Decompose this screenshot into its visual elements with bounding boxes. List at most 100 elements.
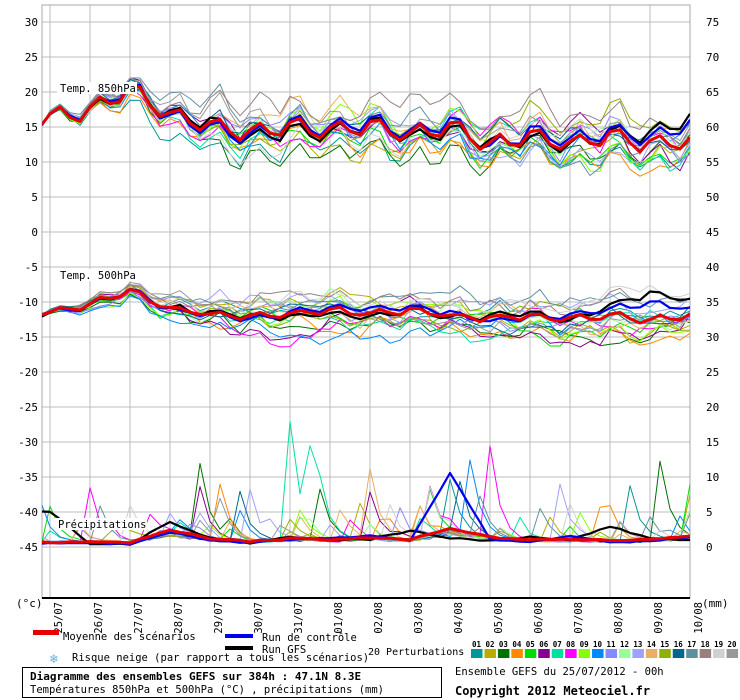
- diagram-title: Diagramme des ensembles GEFS sur 384h : …: [30, 670, 362, 683]
- y-axis-tick-label-left: 20: [25, 86, 38, 99]
- legend-mean-label: Moyenne des scénarios: [63, 631, 196, 643]
- perturbation-number: 14: [647, 640, 657, 649]
- perturbation-color-swatch: [578, 649, 591, 658]
- panel-label-t850: Temp. 850hPa: [60, 83, 136, 95]
- ensemble-member-line: [42, 445, 690, 544]
- perturbation-color-swatch: [618, 649, 631, 658]
- perturbation-number: 05: [526, 640, 535, 649]
- panel-label-t500: Temp. 500hPa: [60, 270, 136, 282]
- legend-control-swatch: [225, 634, 253, 638]
- perturbation-color-swatch: [592, 649, 604, 658]
- panel-label-bg: [55, 518, 147, 530]
- perturbation-number: 12: [620, 640, 629, 649]
- y-axis-tick-label-left: -15: [18, 331, 38, 344]
- ensemble-member-line: [42, 293, 690, 347]
- panel-t500: [42, 282, 690, 348]
- panel-label-bg: [57, 269, 137, 281]
- panel-label-precip: Précipitations: [58, 519, 147, 531]
- y-axis-tick-label-left: 0: [31, 226, 38, 239]
- y-axis-tick-label-right: 75: [706, 16, 719, 29]
- perturbation-color-swatch: [713, 649, 725, 658]
- perturbation-number: 04: [512, 640, 522, 649]
- y-axis-tick-label-right: 10: [706, 471, 719, 484]
- y-axis-tick-label-right: 45: [706, 226, 719, 239]
- y-axis-tick-label-right: 35: [706, 296, 719, 309]
- y-axis-tick-label-right: 5: [706, 506, 713, 519]
- y-axis-tick-label-left: 10: [25, 156, 38, 169]
- run-info: Ensemble GEFS du 25/07/2012 - 00h: [455, 666, 664, 678]
- perturbation-number: 10: [593, 640, 603, 649]
- ensemble-member-line: [42, 285, 690, 336]
- perturbation-color-swatch: [686, 649, 698, 658]
- perturbation-color-swatch: [672, 649, 685, 658]
- x-axis-date-label: 08/08: [613, 602, 625, 634]
- perturbation-number: 02: [485, 640, 494, 649]
- perturbation-number: 16: [674, 640, 684, 649]
- perturbation-color-swatch: [699, 649, 712, 658]
- y-axis-tick-label-left: 25: [25, 51, 38, 64]
- ensemble-member-line: [42, 292, 690, 342]
- diagram-subtitle: Températures 850hPa et 500hPa (°C) , pré…: [30, 684, 385, 696]
- y-axis-tick-label-left: 5: [31, 191, 38, 204]
- perturbation-color-swatch: [484, 649, 496, 658]
- gfs-run-line: [42, 510, 690, 546]
- y-axis-tick-label-left: -5: [25, 261, 38, 274]
- title-box: Diagramme des ensembles GEFS sur 384h : …: [22, 667, 442, 698]
- perturbations-label: 20 Perturbations: [368, 647, 464, 658]
- legend-control-label: Run de contrôle: [262, 632, 357, 644]
- control-run-line: [42, 471, 690, 546]
- perturbation-color-swatch: [565, 649, 577, 658]
- x-axis-date-label: 02/08: [373, 602, 385, 634]
- perturbation-color-swatch: [645, 649, 658, 658]
- x-axis-date-label: 06/08: [533, 602, 545, 634]
- y-axis-tick-label-right: 25: [706, 366, 719, 379]
- perturbation-number: 19: [714, 640, 724, 649]
- x-axis-date-label: 10/08: [693, 602, 705, 634]
- x-axis-date-label: 03/08: [413, 602, 425, 634]
- y-axis-tick-label-left: -45: [18, 541, 38, 554]
- y-axis-tick-label-left: -40: [18, 506, 38, 519]
- panel-precip: [42, 421, 690, 546]
- legend-gfs-swatch: [225, 646, 253, 650]
- y-axis-tick-label-left: -10: [18, 296, 38, 309]
- ensemble-member-line: [42, 290, 690, 332]
- panel-t850: [42, 77, 690, 177]
- y-axis-tick-label-right: 65: [706, 86, 719, 99]
- perturbation-color-swatch: [524, 649, 537, 658]
- perturbation-color-swatch: [538, 649, 550, 658]
- y-axis-tick-label-left: 30: [25, 16, 38, 29]
- ensemble-member-line: [42, 288, 690, 348]
- x-axis-date-label: 31/07: [293, 602, 305, 634]
- perturbation-color-swatch: [471, 649, 483, 658]
- perturbation-color-swatch: [551, 649, 564, 658]
- x-axis-date-label: 09/08: [653, 602, 665, 634]
- perturbation-number: 17: [687, 640, 696, 649]
- mean-line: [42, 526, 690, 545]
- y-axis-tick-label-left: 15: [25, 121, 38, 134]
- y-axis-tick-label-right: 0: [706, 541, 713, 554]
- copyright: Copyright 2012 Meteociel.fr: [455, 684, 651, 698]
- perturbation-number: 11: [607, 640, 617, 649]
- ensemble-member-line: [42, 295, 690, 345]
- y-axis-tick-label-right: 40: [706, 261, 719, 274]
- legend-gfs-label: Run GFS: [262, 644, 306, 656]
- y-axis-tick-label-left: -20: [18, 366, 38, 379]
- perturbation-number: 01: [472, 640, 482, 649]
- y-axis-tick-label-right: 30: [706, 331, 719, 344]
- footer-right: Ensemble GEFS du 25/07/2012 - 00h Copyri…: [455, 666, 735, 698]
- x-axis-date-label: 25/07: [53, 602, 65, 634]
- x-axis-date-label: 05/08: [493, 602, 505, 634]
- perturbation-number: 13: [633, 640, 643, 649]
- y-axis-tick-label-right: 15: [706, 436, 719, 449]
- x-axis-date-label: 30/07: [253, 602, 265, 634]
- x-axis-date-label: 28/07: [173, 602, 185, 634]
- perturbation-number: 06: [539, 640, 549, 649]
- perturbation-color-swatch: [726, 649, 739, 658]
- perturbation-number: 20: [728, 640, 738, 649]
- perturbation-color-swatch: [511, 649, 523, 658]
- ensemble-member-line: [42, 284, 690, 319]
- perturbation-number: 07: [553, 640, 562, 649]
- perturbation-color-swatch: [659, 649, 671, 658]
- x-axis-date-label: 29/07: [213, 602, 225, 634]
